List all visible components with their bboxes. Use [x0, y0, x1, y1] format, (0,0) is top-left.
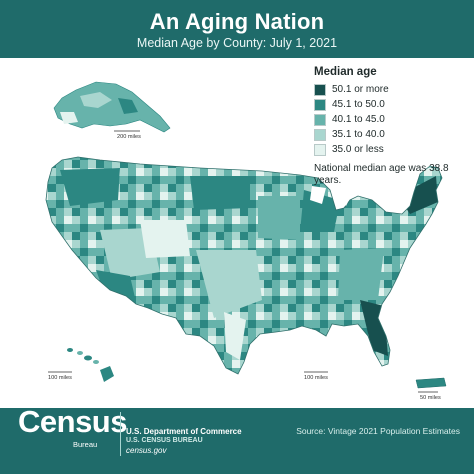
census-logo-sub: Bureau	[73, 440, 98, 449]
northwest-region	[60, 168, 120, 206]
legend-item: 50.1 or more	[314, 82, 464, 97]
legend-swatch	[314, 113, 326, 126]
southeast-region	[338, 248, 384, 300]
legend-swatch	[314, 143, 326, 156]
alaska-scale-label: 200 miles	[117, 134, 141, 140]
legend-swatch	[314, 98, 326, 111]
census-logo-wordmark: Census	[18, 404, 127, 439]
alaska-west	[60, 112, 78, 124]
department-name: U.S. Department of Commerce	[126, 427, 242, 436]
legend-label: 40.1 to 45.0	[332, 114, 385, 125]
source-note: Source: Vintage 2021 Population Estimate…	[296, 426, 460, 436]
legend-label: 35.0 or less	[332, 144, 384, 155]
lake-huron	[336, 190, 352, 206]
pr-scale-label: 50 miles	[420, 395, 441, 401]
page-title: An Aging Nation	[149, 9, 325, 34]
hawaii-scale-label: 100 miles	[48, 375, 72, 381]
utah-region	[140, 220, 190, 258]
legend-item: 40.1 to 45.0	[314, 112, 464, 127]
legend-swatch	[314, 128, 326, 141]
legend-label: 50.1 or more	[332, 84, 389, 95]
legend-item: 35.0 or less	[314, 142, 464, 157]
legend-title: Median age	[314, 66, 377, 78]
arizona-region	[96, 270, 136, 302]
conus-scale-label: 100 miles	[304, 375, 328, 381]
contiguous-us	[46, 157, 442, 374]
page-subtitle: Median Age by County: July 1, 2021	[136, 36, 338, 50]
footer-divider	[120, 412, 121, 456]
legend-swatch	[314, 83, 326, 96]
footer-banner	[0, 408, 474, 474]
northern-plains-region	[190, 176, 250, 210]
national-median-note: National median age was 38.8 years.	[314, 163, 449, 186]
texas-region	[196, 250, 262, 318]
legend-label: 35.1 to 40.0	[332, 129, 385, 140]
midwest-region	[258, 196, 300, 240]
legend-label: 45.1 to 50.0	[332, 99, 385, 110]
header-banner: An Aging Nation Median Age by County: Ju…	[0, 0, 474, 58]
puerto-rico-region	[415, 377, 447, 389]
county-median-age-map: 200 miles 100 miles	[45, 81, 447, 401]
bureau-name: U.S. CENSUS BUREAU	[126, 437, 203, 444]
map-legend: Median age 50.1 or more 45.1 to 50.0 40.…	[314, 66, 464, 187]
alaska-interior	[80, 92, 112, 108]
south-texas-region	[224, 312, 246, 360]
alaska-east	[118, 98, 138, 114]
website-link[interactable]: census.gov	[126, 446, 167, 455]
great-lakes-region	[300, 190, 340, 232]
hawaii-region	[67, 348, 114, 382]
legend-item: 35.1 to 40.0	[314, 127, 464, 142]
legend-item: 45.1 to 50.0	[314, 97, 464, 112]
alaska-region	[53, 81, 171, 133]
lake-michigan	[310, 186, 326, 204]
census-logo-top: United States®	[18, 396, 93, 408]
